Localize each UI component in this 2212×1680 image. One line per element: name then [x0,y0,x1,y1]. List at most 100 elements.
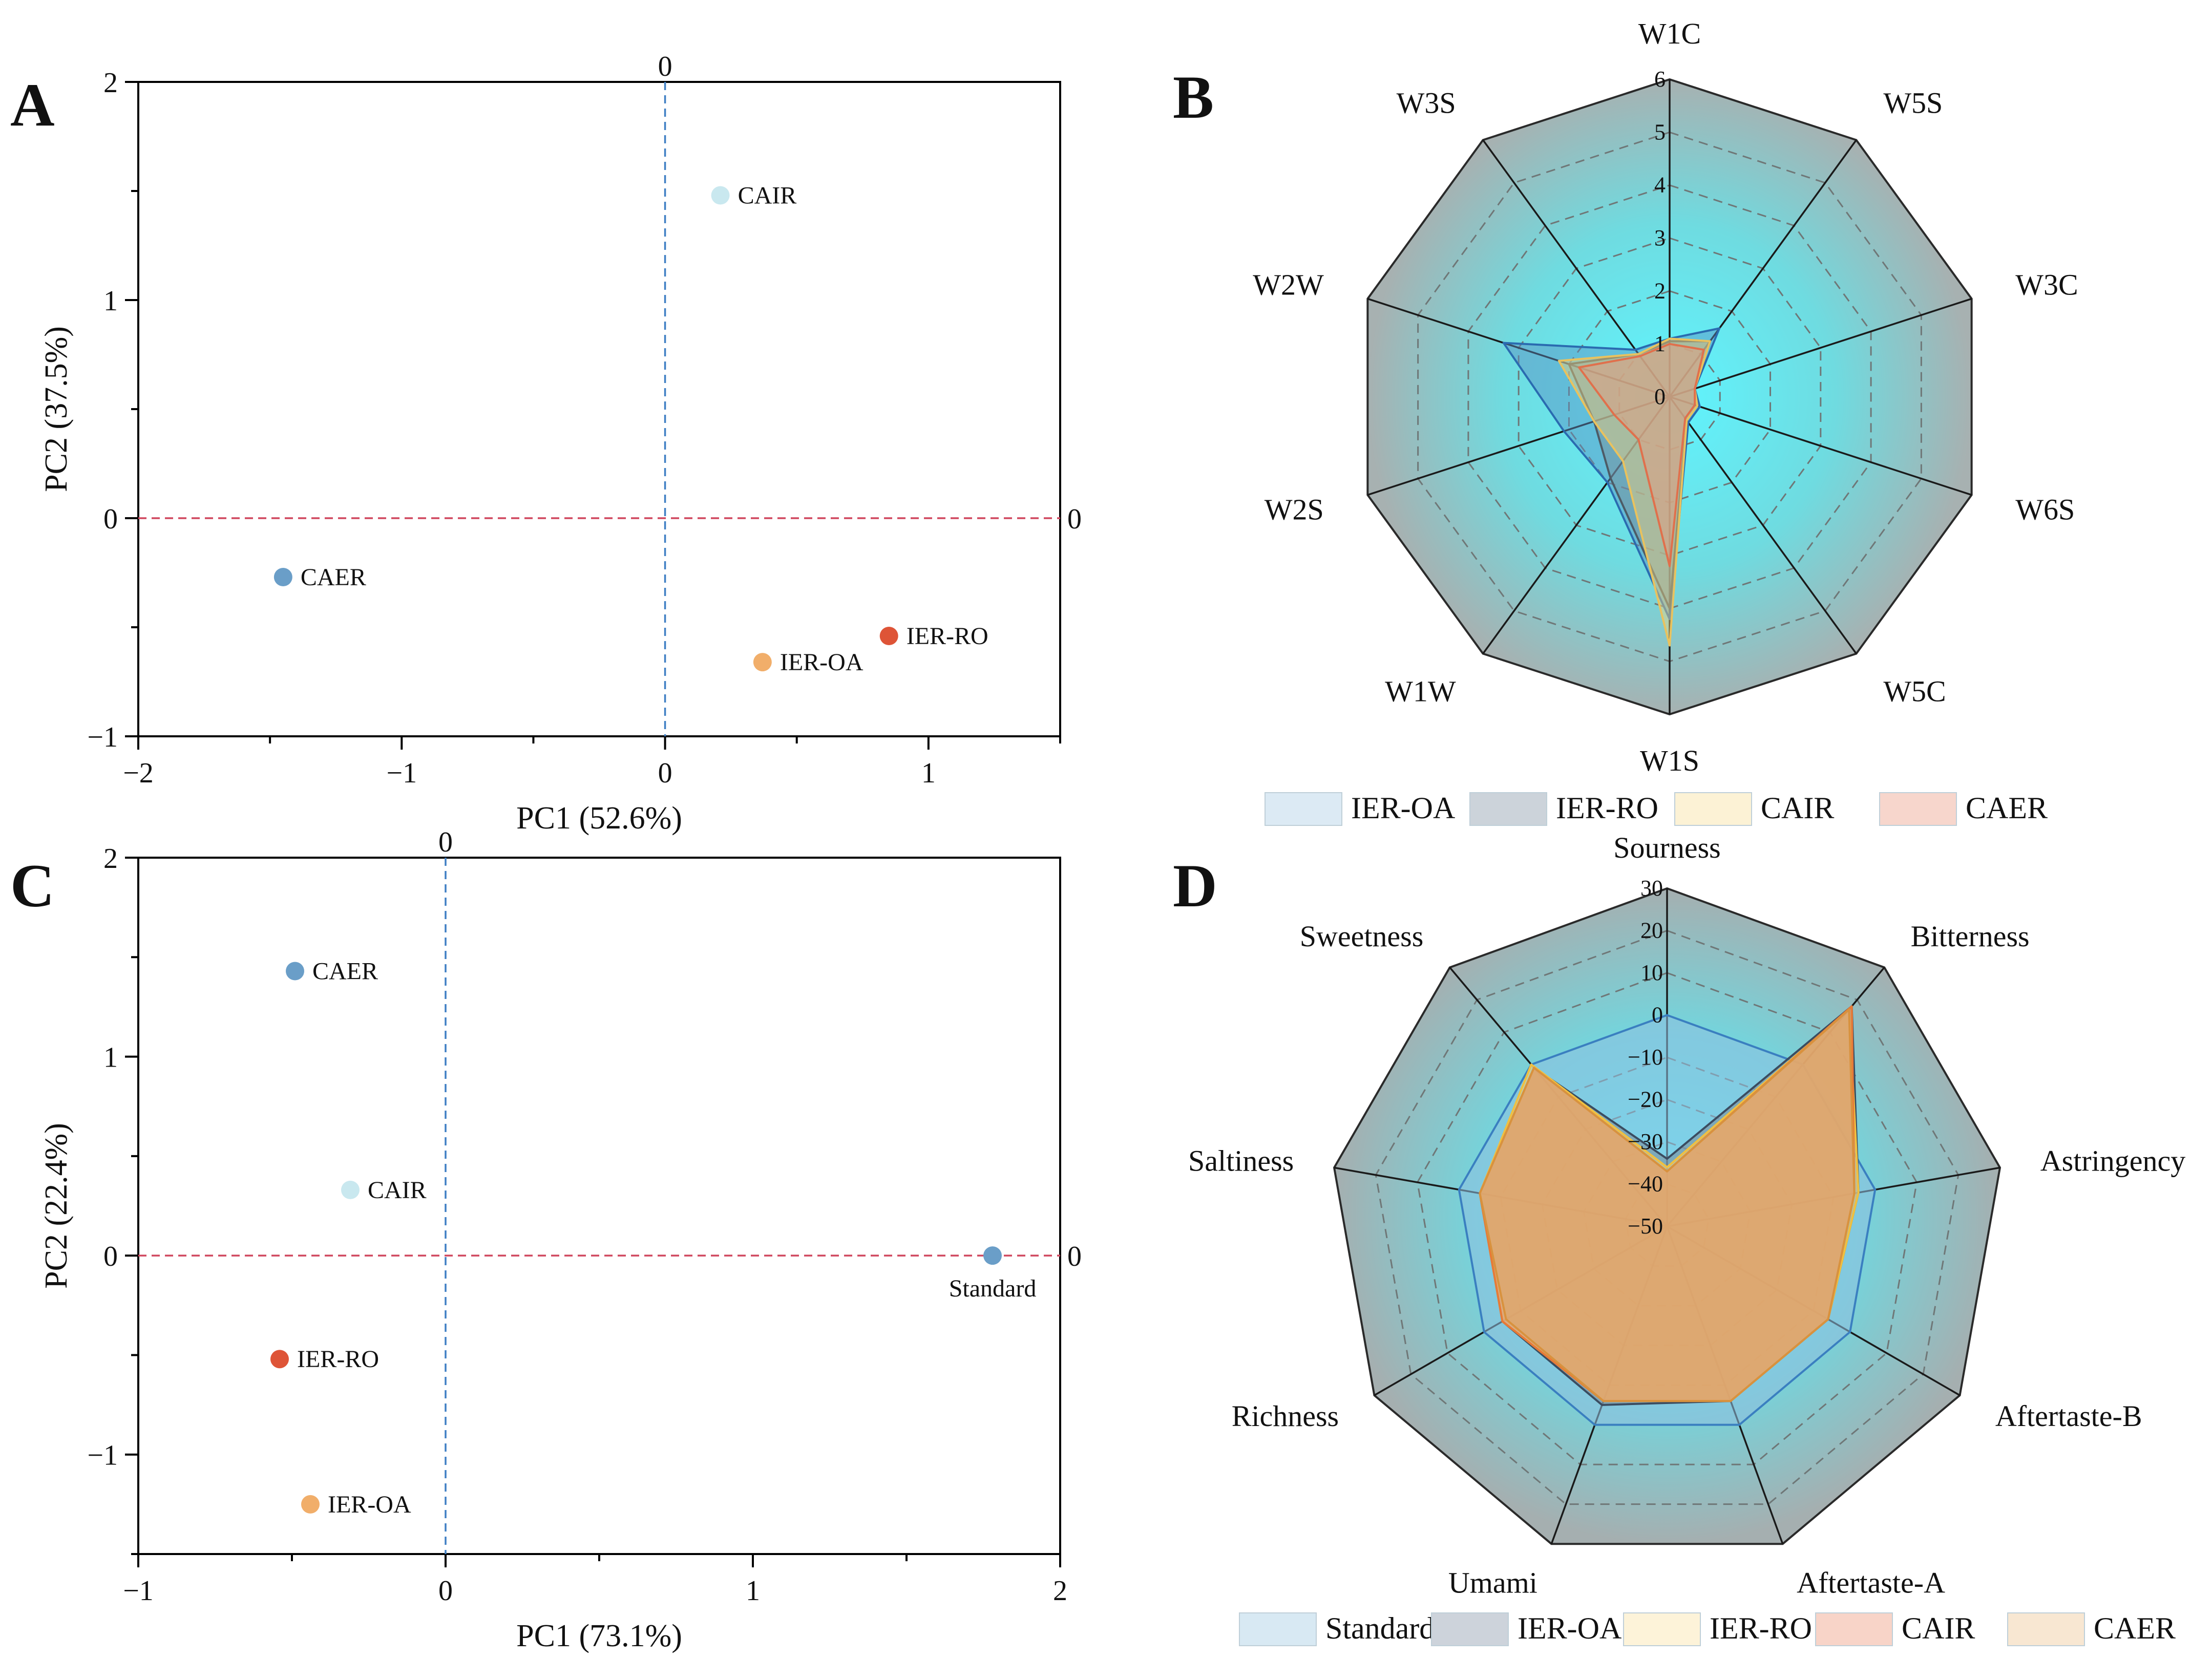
panel-letter-d: D [1173,852,1217,920]
y-zero-label: 0 [1067,503,1082,535]
legend-swatch [2007,1612,2085,1646]
point-label: IER-RO [297,1346,379,1373]
x-axis-title: PC1 (52.6%) [516,801,682,836]
y-axis-title: PC2 (22.4%) [39,1123,74,1289]
scatter-point [983,1246,1002,1265]
radar-tick-label: 5 [1654,119,1666,144]
radar-tick-label: −20 [1628,1087,1663,1112]
legend-label: CAIR [1761,791,1834,825]
legend-label: CAIR [1902,1611,1975,1645]
panel-letter-a: A [10,71,55,139]
point-label: Standard [949,1275,1037,1302]
radar-axis-label: W3S [1397,87,1456,120]
plot-frame [137,857,1061,1555]
radar-tick-label: 0 [1652,1003,1663,1028]
legend-label: IER-OA [1351,791,1455,825]
radar-tick-label: −30 [1628,1129,1663,1154]
radar-axis-label: Saltiness [1188,1144,1294,1178]
legend-swatch [1623,1612,1701,1646]
radar-axis-label: W1W [1385,674,1456,708]
radar-axis-label: Sweetness [1300,920,1424,953]
x-tick-label: 0 [658,757,672,789]
legend-swatch [1815,1612,1893,1646]
pca-plot-c: 0 0 −1 0 1 2 −1 0 1 2 PC1 (73.1%) PC2 (22.4%) CAER CA… [39,826,1082,1653]
radar-tick-label: 30 [1640,876,1663,901]
radar-tick-label: 6 [1654,67,1666,92]
legend-label: IER-OA [1518,1611,1621,1645]
radar-axis-label: Astringency [2040,1144,2186,1178]
scatter-point [341,1180,360,1199]
scatter-point [286,962,304,981]
point-label: IER-RO [907,623,988,650]
x-tick-label: 2 [1053,1575,1067,1607]
x-tick-label: 0 [438,1575,453,1607]
scatter-point [711,186,730,205]
scatter-point [270,1350,289,1369]
radar-spoke [1669,396,1972,496]
radar-tick-label: −10 [1628,1045,1663,1070]
scatter-point [753,653,772,672]
radar-axis-label: Aftertaste-B [1995,1399,2142,1433]
point-label: CAER [301,564,366,591]
x-tick-label: −1 [386,757,417,789]
scatter-point [273,568,292,587]
point-label: CAIR [738,182,797,209]
radar-axis-label: W5S [1883,87,1943,120]
radar-axis-label: Richness [1232,1399,1339,1433]
y-axis-title: PC2 (37.5%) [39,326,74,492]
x-axis-title: PC1 (73.1%) [516,1619,682,1653]
radar-axis-label: Sourness [1613,831,1720,864]
radar-axis-label: Bitterness [1911,920,2030,953]
radar-spoke [1367,396,1670,496]
radar-axis-label: W2W [1253,268,1324,302]
point-label: IER-OA [328,1491,411,1518]
radar-tick-label: 3 [1654,225,1666,250]
scatter-point [879,627,898,646]
radar-axis-label: W3C [2015,268,2078,302]
radar-grid-ring [1518,237,1822,557]
y-zero-label: 0 [1067,1241,1082,1272]
legend-swatch [1265,792,1342,826]
legend-swatch [1431,1612,1509,1646]
x-zero-label: 0 [658,51,672,82]
panel-letter-c: C [10,852,55,920]
radar-spoke [1669,297,1972,398]
y-tick-label: 0 [103,503,118,535]
radar-axis-label: W6S [2015,493,2075,526]
x-zero-label: 0 [438,826,453,858]
x-tick-label: 1 [746,1575,760,1607]
legend-swatch [1879,792,1957,826]
radar-tick-label: 20 [1640,918,1663,943]
radar-tick-label: 10 [1640,960,1663,985]
legend-label: CAER [1966,791,2048,825]
radar-series-cair [1557,337,1711,647]
y-tick-label: −1 [87,721,118,753]
legend-label: Standard [1325,1611,1435,1645]
legend-swatch [1239,1612,1317,1646]
radar-tick-label: 1 [1654,331,1666,356]
legend-label: IER-RO [1710,1611,1812,1645]
point-label: CAIR [368,1177,427,1204]
point-label: IER-OA [780,649,863,676]
y-tick-label: 2 [103,67,118,99]
legend-label: IER-RO [1556,791,1658,825]
radar-spoke [1669,139,1857,398]
radar-tick-label: −40 [1628,1172,1663,1197]
radar-spoke [1367,297,1670,398]
x-tick-label: 1 [921,757,936,789]
legend-label: CAER [2094,1611,2176,1645]
radar-axis-label: Aftertaste-A [1797,1566,1945,1599]
radar-tick-label: −50 [1628,1214,1663,1239]
radar-axis-label: W1C [1638,17,1701,50]
radar-series-caer [1479,1008,1856,1402]
y-tick-label: 0 [103,1241,118,1272]
y-tick-label: 1 [103,285,118,317]
radar-tick-label: 2 [1654,278,1666,303]
scatter-point [301,1495,320,1514]
x-tick-label: −1 [123,1575,154,1607]
legend-swatch [1674,792,1752,826]
radar-chart-b: 0 1 2 3 4 5 6 W1C W5S W3C W6S W5C W1S W1W W2S W2W W3S IER… [1253,17,2078,826]
radar-axis-label: W1S [1640,744,1699,777]
y-tick-label: −1 [87,1440,118,1472]
